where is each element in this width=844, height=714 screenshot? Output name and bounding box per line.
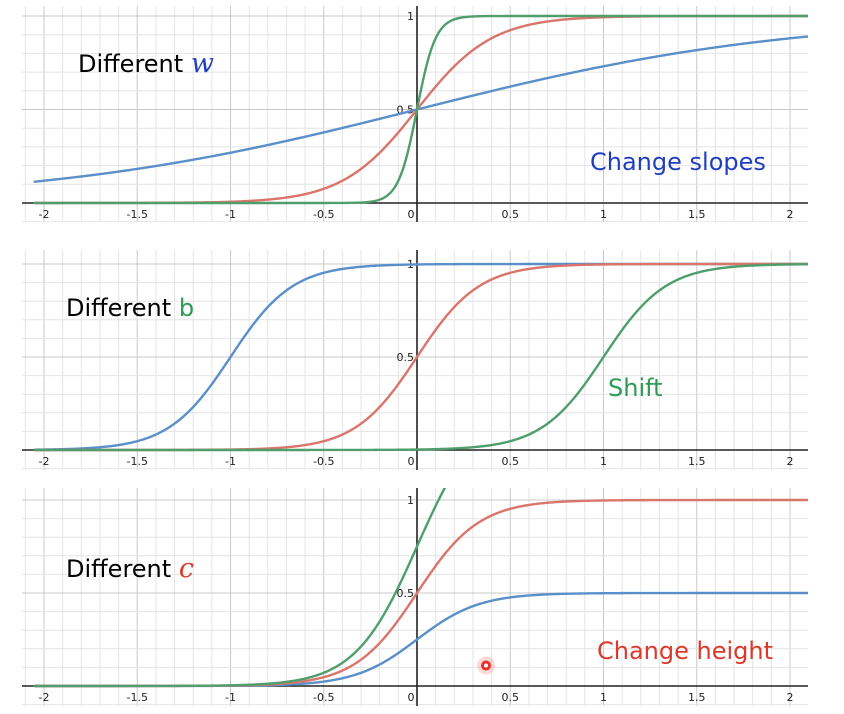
panel-title-label: Different c <box>66 553 194 584</box>
x-tick-label: -1.5 <box>127 208 148 221</box>
panel-annotation-label: Shift <box>608 374 663 402</box>
x-tick-label: -1.5 <box>127 691 148 704</box>
series-line-green <box>33 263 808 452</box>
x-tick-label: -0.5 <box>313 691 334 704</box>
x-tick-label: -2 <box>39 691 50 704</box>
series-line-green <box>33 488 447 688</box>
x-tick-label: -1 <box>225 455 236 468</box>
series-line-green <box>33 14 808 205</box>
x-tick-label: 1 <box>600 455 607 468</box>
y-tick-label: 0.5 <box>397 351 415 364</box>
series-group <box>33 262 808 452</box>
grid <box>22 6 808 222</box>
x-tick-label: -2 <box>39 455 50 468</box>
grid <box>22 250 808 470</box>
x-tick-label: 0 <box>408 691 415 704</box>
x-tick-label: 0 <box>408 208 415 221</box>
variable-name: w <box>191 48 214 79</box>
x-tick-label: 1 <box>600 208 607 221</box>
x-tick-label: -0.5 <box>313 455 334 468</box>
panel-title-label: Different b <box>66 294 194 322</box>
series-group <box>33 14 808 205</box>
x-tick-label: -0.5 <box>313 208 334 221</box>
variable-name: c <box>179 553 194 584</box>
y-tick-label: 1 <box>407 10 414 23</box>
x-tick-label: 1.5 <box>688 691 706 704</box>
x-tick-label: -1 <box>225 691 236 704</box>
x-tick-label: 2 <box>787 691 794 704</box>
x-tick-label: 1.5 <box>688 455 706 468</box>
x-tick-label: 1.5 <box>688 208 706 221</box>
x-tick-label: 2 <box>787 208 794 221</box>
variable-name: b <box>179 294 194 322</box>
chart-panel-3: -2 -1.5 -1 -0.5 0 0.5 1 1.5 2 0.5 1 Different c Chan… <box>22 488 808 706</box>
cursor-icon <box>477 656 496 675</box>
x-tick-label: 2 <box>787 455 794 468</box>
series-line-blue <box>33 35 808 183</box>
y-tick-label: 0.5 <box>397 587 415 600</box>
panel-annotation-label: Change height <box>597 637 773 665</box>
x-tick-label: 0.5 <box>502 208 520 221</box>
x-tick-label: 0.5 <box>502 455 520 468</box>
x-tick-label: 1 <box>600 691 607 704</box>
x-tick-label: 0.5 <box>502 691 520 704</box>
series-group <box>33 488 808 688</box>
panel-title-label: Different w <box>78 48 214 79</box>
x-tick-label: -1.5 <box>127 455 148 468</box>
x-tick-label: 0 <box>408 455 415 468</box>
x-tick-label: -2 <box>39 208 50 221</box>
panel-annotation-label: Change slopes <box>590 148 766 176</box>
x-tick-label: -1 <box>225 208 236 221</box>
y-tick-label: 1 <box>407 494 414 507</box>
